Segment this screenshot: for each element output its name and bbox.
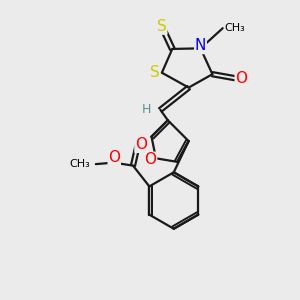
Text: O: O <box>135 137 147 152</box>
Text: H: H <box>142 103 152 116</box>
Text: S: S <box>157 19 167 34</box>
Text: O: O <box>108 150 120 165</box>
Text: CH₃: CH₃ <box>224 23 245 33</box>
Text: O: O <box>145 152 157 167</box>
Text: O: O <box>235 71 247 86</box>
Text: N: N <box>195 38 206 53</box>
Text: CH₃: CH₃ <box>70 159 91 169</box>
Text: S: S <box>150 65 160 80</box>
